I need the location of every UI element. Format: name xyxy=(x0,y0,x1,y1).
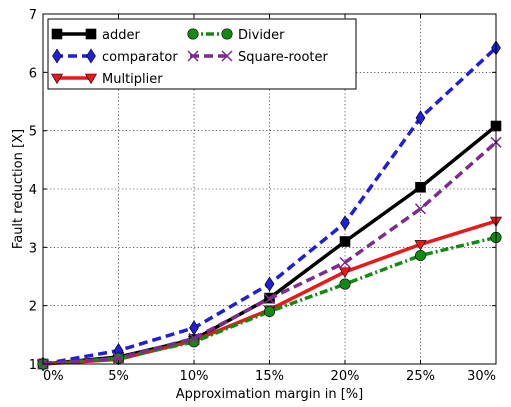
data-point xyxy=(338,267,352,278)
legend: adder comparator Multiplier Divider Square-r… xyxy=(47,18,357,90)
data-point xyxy=(414,249,427,262)
data-point xyxy=(339,278,351,290)
data-point xyxy=(263,305,276,318)
data-point xyxy=(339,236,351,247)
data-point xyxy=(187,28,199,40)
x-axis-title: Approximation margin in [%] xyxy=(176,387,363,402)
data-point xyxy=(415,110,426,126)
y-tick-label: 4 xyxy=(29,183,37,198)
data-point xyxy=(339,256,351,269)
legend-label: adder xyxy=(102,28,140,43)
data-point xyxy=(264,276,275,292)
series-layer xyxy=(36,40,503,372)
data-point xyxy=(189,320,199,336)
data-point xyxy=(84,73,98,85)
x-tick-label: 15% xyxy=(255,369,284,384)
data-point xyxy=(414,203,427,215)
data-point xyxy=(52,48,62,64)
data-point xyxy=(221,50,233,62)
data-point xyxy=(415,181,426,193)
x-tick-label: 5% xyxy=(108,369,129,384)
data-point xyxy=(414,240,427,251)
y-tick-label: 5 xyxy=(29,125,37,140)
x-tick-label: 20% xyxy=(331,369,360,384)
y-axis-title: Fault reduction [X] xyxy=(11,129,26,249)
data-point xyxy=(188,332,200,344)
data-point xyxy=(50,73,64,85)
data-point xyxy=(112,352,125,364)
data-point xyxy=(221,28,233,40)
y-tick-label: 2 xyxy=(29,300,37,315)
y-tick-label: 7 xyxy=(29,8,37,23)
data-point xyxy=(85,28,97,40)
legend-label: Square-rooter xyxy=(238,50,329,65)
x-tick-label: 0% xyxy=(43,369,64,384)
y-tick-label: 1 xyxy=(29,358,37,373)
data-point xyxy=(51,28,63,40)
data-point xyxy=(86,48,96,64)
data-point xyxy=(340,215,350,231)
legend-label: Multiplier xyxy=(102,72,163,87)
x-tick-label: 10% xyxy=(180,369,209,384)
data-point xyxy=(263,293,276,305)
x-tick-label: 25% xyxy=(406,369,435,384)
y-tick-label: 3 xyxy=(29,241,37,256)
ticks: 0% 5% 10% 15% 20% 25% 30% 1 2 3 4 5 6 7 xyxy=(29,8,497,384)
legend-label: Divider xyxy=(238,28,285,43)
legend-box xyxy=(47,18,357,90)
y-tick-label: 6 xyxy=(29,66,37,81)
x-tick-label: 30% xyxy=(467,369,496,384)
legend-label: comparator xyxy=(102,50,178,65)
data-point xyxy=(187,50,199,62)
